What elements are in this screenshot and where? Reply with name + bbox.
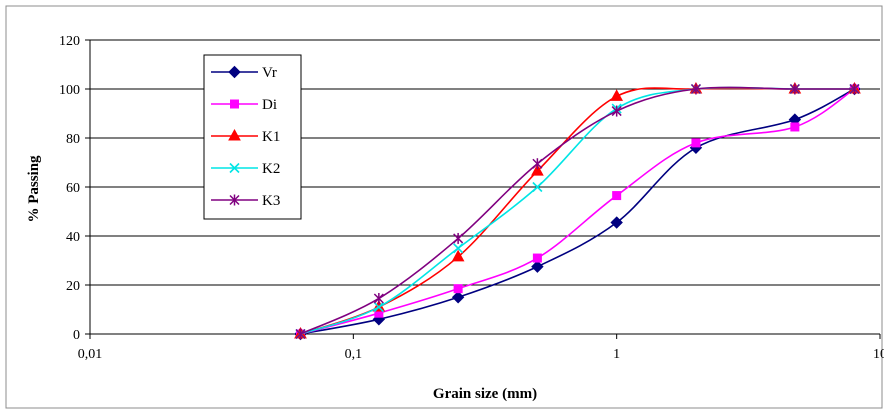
data-point-k3 [295,328,306,340]
data-point-k3 [532,158,543,170]
axes: 0 20 40 60 80 100 120 0,01 0,1 1 10 [59,34,884,362]
data-point-di [691,138,701,148]
data-point-vr [610,216,623,229]
data-point-vr [531,260,544,273]
data-point-k3 [789,83,800,95]
data-point-di [790,122,800,132]
legend-item-vr: Vr [211,65,277,81]
y-axis-title: % Passing [26,155,42,223]
data-point-di [612,191,622,201]
data-point-vr [451,291,465,304]
data-point-k2 [532,181,543,193]
series-group [294,81,861,341]
y-tick-label: 0 [73,328,80,343]
x-axis-title: Grain size (mm) [433,386,537,402]
data-point-di [532,253,542,263]
data-point-k1 [610,89,624,101]
legend-marker-k1 [228,128,241,141]
legend-item-k3: K3 [211,193,280,209]
data-point-k3 [373,292,384,304]
y-tick-label: 80 [66,132,80,147]
legend: Vr Di K1 K2 K3 [203,54,302,220]
chart-frame [5,5,883,409]
legend-label-k3: K3 [262,193,280,209]
data-point-k1 [451,249,465,262]
y-tick-label: 40 [66,230,80,245]
marker-stroke [229,162,240,174]
x-tick-label: 1 [613,347,620,362]
legend-marker-di [230,99,239,109]
legend-items: Vr Di K1 K2 K3 [211,65,280,209]
data-point-di [453,284,463,294]
x-tick-label: 10 [873,347,884,362]
y-tick-label: 100 [59,83,80,98]
y-tick-label: 120 [59,34,80,49]
legend-label-vr: Vr [262,65,277,81]
data-point-k3 [849,83,860,95]
legend-item-di: Di [211,97,277,113]
data-point-k3 [690,83,701,95]
series-line-vr [300,88,855,335]
legend-item-k2: K2 [211,161,280,177]
legend-label-di: Di [262,97,277,113]
legend-box [203,54,302,220]
data-point-k1 [531,164,544,176]
data-point-k3 [611,105,622,117]
legend-marker-k3 [229,194,240,206]
data-point-k2 [453,243,464,254]
legend-label-k1: K1 [262,129,280,145]
series-line-di [300,88,855,335]
series-line-k3 [300,86,855,335]
marker-stroke [532,181,543,193]
legend-marker-k2 [229,162,240,174]
data-point-k2 [373,301,384,313]
legend-marker-vr [228,65,241,79]
legend-label-k2: K2 [262,161,280,177]
marker-stroke [373,301,384,313]
series-k3 [295,83,860,340]
legend-item-k1: K1 [211,128,280,145]
y-tick-label: 20 [66,279,80,294]
marker-stroke [453,243,464,254]
x-tick-label: 0,01 [78,347,103,362]
data-point-k3 [453,232,464,244]
x-tick-label: 0,1 [345,347,363,362]
y-tick-label: 60 [66,181,80,196]
